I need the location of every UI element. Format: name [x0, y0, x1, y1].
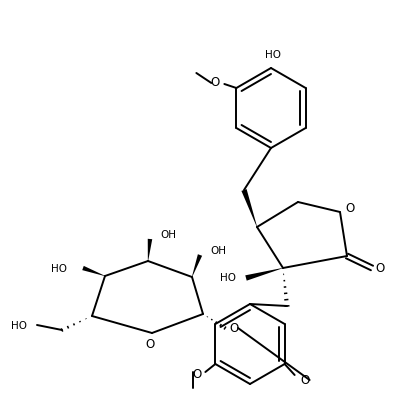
- Text: O: O: [376, 262, 385, 275]
- Text: HO: HO: [265, 50, 281, 60]
- Polygon shape: [82, 266, 105, 276]
- Polygon shape: [148, 239, 152, 261]
- Text: OH: OH: [210, 246, 226, 256]
- Text: HO: HO: [51, 264, 67, 274]
- Polygon shape: [192, 254, 202, 277]
- Text: HO: HO: [11, 321, 27, 331]
- Text: O: O: [345, 202, 355, 215]
- Text: O: O: [145, 339, 154, 352]
- Text: OH: OH: [160, 230, 176, 240]
- Text: HO: HO: [220, 273, 236, 283]
- Text: O: O: [229, 322, 239, 335]
- Text: O: O: [300, 373, 309, 386]
- Polygon shape: [241, 189, 257, 227]
- Polygon shape: [245, 268, 283, 281]
- Text: O: O: [193, 367, 202, 381]
- Text: O: O: [211, 77, 220, 90]
